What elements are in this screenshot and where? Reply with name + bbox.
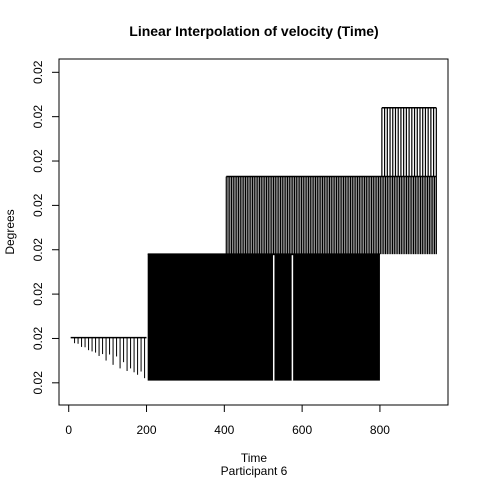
data-segment (148, 254, 380, 380)
y-tick-label: 0.02 (31, 371, 45, 395)
data-segment (382, 108, 436, 177)
chart-subtitle: Participant 6 (221, 464, 288, 478)
y-tick-label: 0.02 (31, 193, 45, 217)
chart-title: Linear Interpolation of velocity (Time) (129, 23, 378, 39)
segment-fill (148, 254, 380, 380)
y-tick-label: 0.02 (31, 238, 45, 262)
x-axis-label: Time (241, 451, 268, 465)
y-tick-label: 0.02 (31, 105, 45, 129)
y-tick-label: 0.02 (31, 282, 45, 306)
data-segment (226, 177, 436, 255)
x-tick-label: 0 (65, 423, 72, 437)
y-tick-label: 0.02 (31, 60, 45, 84)
y-tick-label: 0.02 (31, 326, 45, 350)
x-tick-label: 600 (292, 423, 312, 437)
x-tick-label: 200 (137, 423, 157, 437)
y-tick-label: 0.02 (31, 149, 45, 173)
y-axis-label: Degrees (3, 209, 17, 254)
x-tick-label: 800 (370, 423, 390, 437)
x-tick-label: 400 (214, 423, 234, 437)
